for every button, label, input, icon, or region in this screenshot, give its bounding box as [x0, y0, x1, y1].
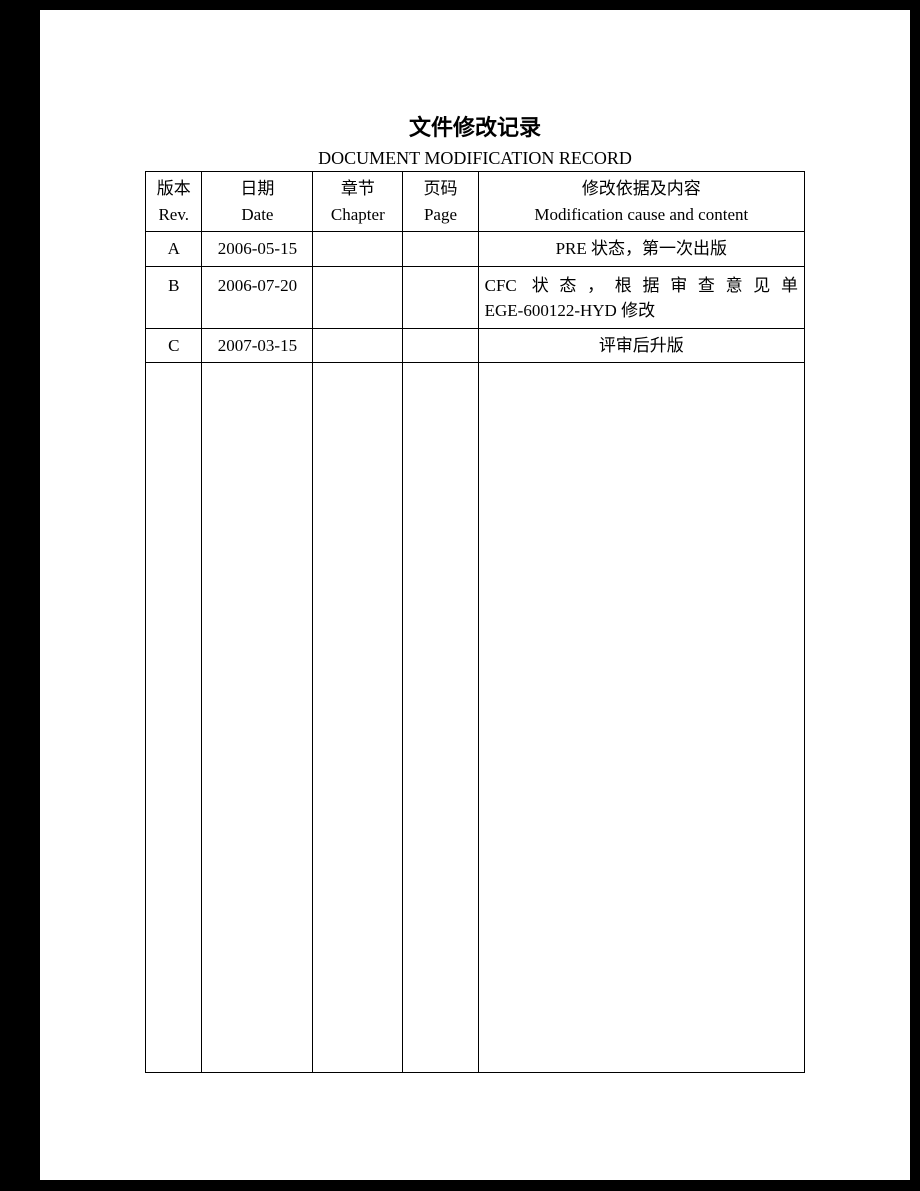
col-header-rev-cn: 版本 — [152, 176, 195, 202]
cell-content: CFC 状态，根据审查意见单 EGE-600122-HYD 修改 — [478, 266, 804, 328]
cell-page — [403, 328, 478, 363]
empty-cell — [313, 363, 403, 1073]
table-row: A 2006-05-15 PRE 状态，第一次出版 — [146, 232, 805, 267]
col-header-page-cn: 页码 — [409, 176, 471, 202]
table-row: B 2006-07-20 CFC 状态，根据审查意见单 EGE-600122-H… — [146, 266, 805, 328]
cell-rev: A — [146, 232, 202, 267]
col-header-date-en: Date — [208, 202, 306, 228]
col-header-content-en: Modification cause and content — [485, 202, 798, 228]
col-header-rev: 版本 Rev. — [146, 172, 202, 232]
col-header-date-cn: 日期 — [208, 176, 306, 202]
table-header-row: 版本 Rev. 日期 Date 章节 Chapter 页码 Page 修改依据及… — [146, 172, 805, 232]
title-chinese: 文件修改记录 — [40, 110, 910, 142]
col-header-content: 修改依据及内容 Modification cause and content — [478, 172, 804, 232]
cell-date: 2007-03-15 — [202, 328, 313, 363]
cell-chapter — [313, 232, 403, 267]
cell-rev: C — [146, 328, 202, 363]
empty-cell — [146, 363, 202, 1073]
table-row: C 2007-03-15 评审后升版 — [146, 328, 805, 363]
col-header-chapter: 章节 Chapter — [313, 172, 403, 232]
document-page: 文件修改记录 DOCUMENT MODIFICATION RECORD 版本 R… — [40, 10, 910, 1180]
modification-record-table: 版本 Rev. 日期 Date 章节 Chapter 页码 Page 修改依据及… — [145, 171, 805, 1073]
table-empty-row — [146, 363, 805, 1073]
cell-content: PRE 状态，第一次出版 — [478, 232, 804, 267]
col-header-rev-en: Rev. — [152, 202, 195, 228]
col-header-content-cn: 修改依据及内容 — [485, 176, 798, 202]
col-header-date: 日期 Date — [202, 172, 313, 232]
empty-cell — [478, 363, 804, 1073]
col-header-page-en: Page — [409, 202, 471, 228]
cell-chapter — [313, 328, 403, 363]
empty-cell — [202, 363, 313, 1073]
cell-rev: B — [146, 266, 202, 328]
cell-date: 2006-05-15 — [202, 232, 313, 267]
empty-cell — [403, 363, 478, 1073]
cell-date: 2006-07-20 — [202, 266, 313, 328]
cell-chapter — [313, 266, 403, 328]
title-english: DOCUMENT MODIFICATION RECORD — [40, 148, 910, 169]
cell-content-line1: CFC 状态，根据审查意见单 — [485, 273, 798, 299]
col-header-page: 页码 Page — [403, 172, 478, 232]
col-header-chapter-en: Chapter — [319, 202, 396, 228]
cell-page — [403, 266, 478, 328]
col-header-chapter-cn: 章节 — [319, 176, 396, 202]
cell-page — [403, 232, 478, 267]
cell-content-line2: EGE-600122-HYD 修改 — [485, 298, 798, 324]
cell-content: 评审后升版 — [478, 328, 804, 363]
